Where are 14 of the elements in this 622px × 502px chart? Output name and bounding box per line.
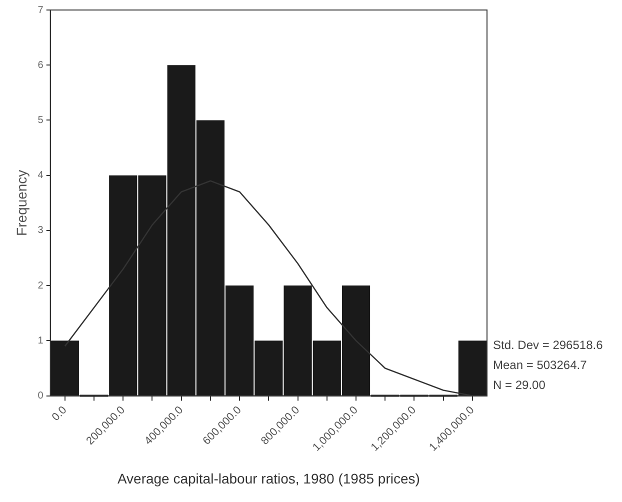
y-tick-label: 3 <box>38 225 44 236</box>
y-tick-label: 7 <box>38 4 44 16</box>
text: Std. Dev = 296518.6 <box>493 338 604 352</box>
y-tick-label: 4 <box>38 170 44 182</box>
text: Mean = 503264.7 <box>493 358 588 372</box>
y-axis-title: Frequency <box>13 170 30 236</box>
y-tick-label: 1 <box>38 335 44 346</box>
y-tick-label: 5 <box>38 114 44 126</box>
x-axis-title: Average capital-labour ratios, 1980 (1985 prices) <box>117 470 420 486</box>
x-tick-label: 0.0 <box>50 404 70 424</box>
y-tick-label: 2 <box>38 280 44 292</box>
y-tick-label: 6 <box>38 60 44 71</box>
y-tick-label: 0 <box>38 390 44 402</box>
text: N = 29.00 <box>493 378 546 392</box>
